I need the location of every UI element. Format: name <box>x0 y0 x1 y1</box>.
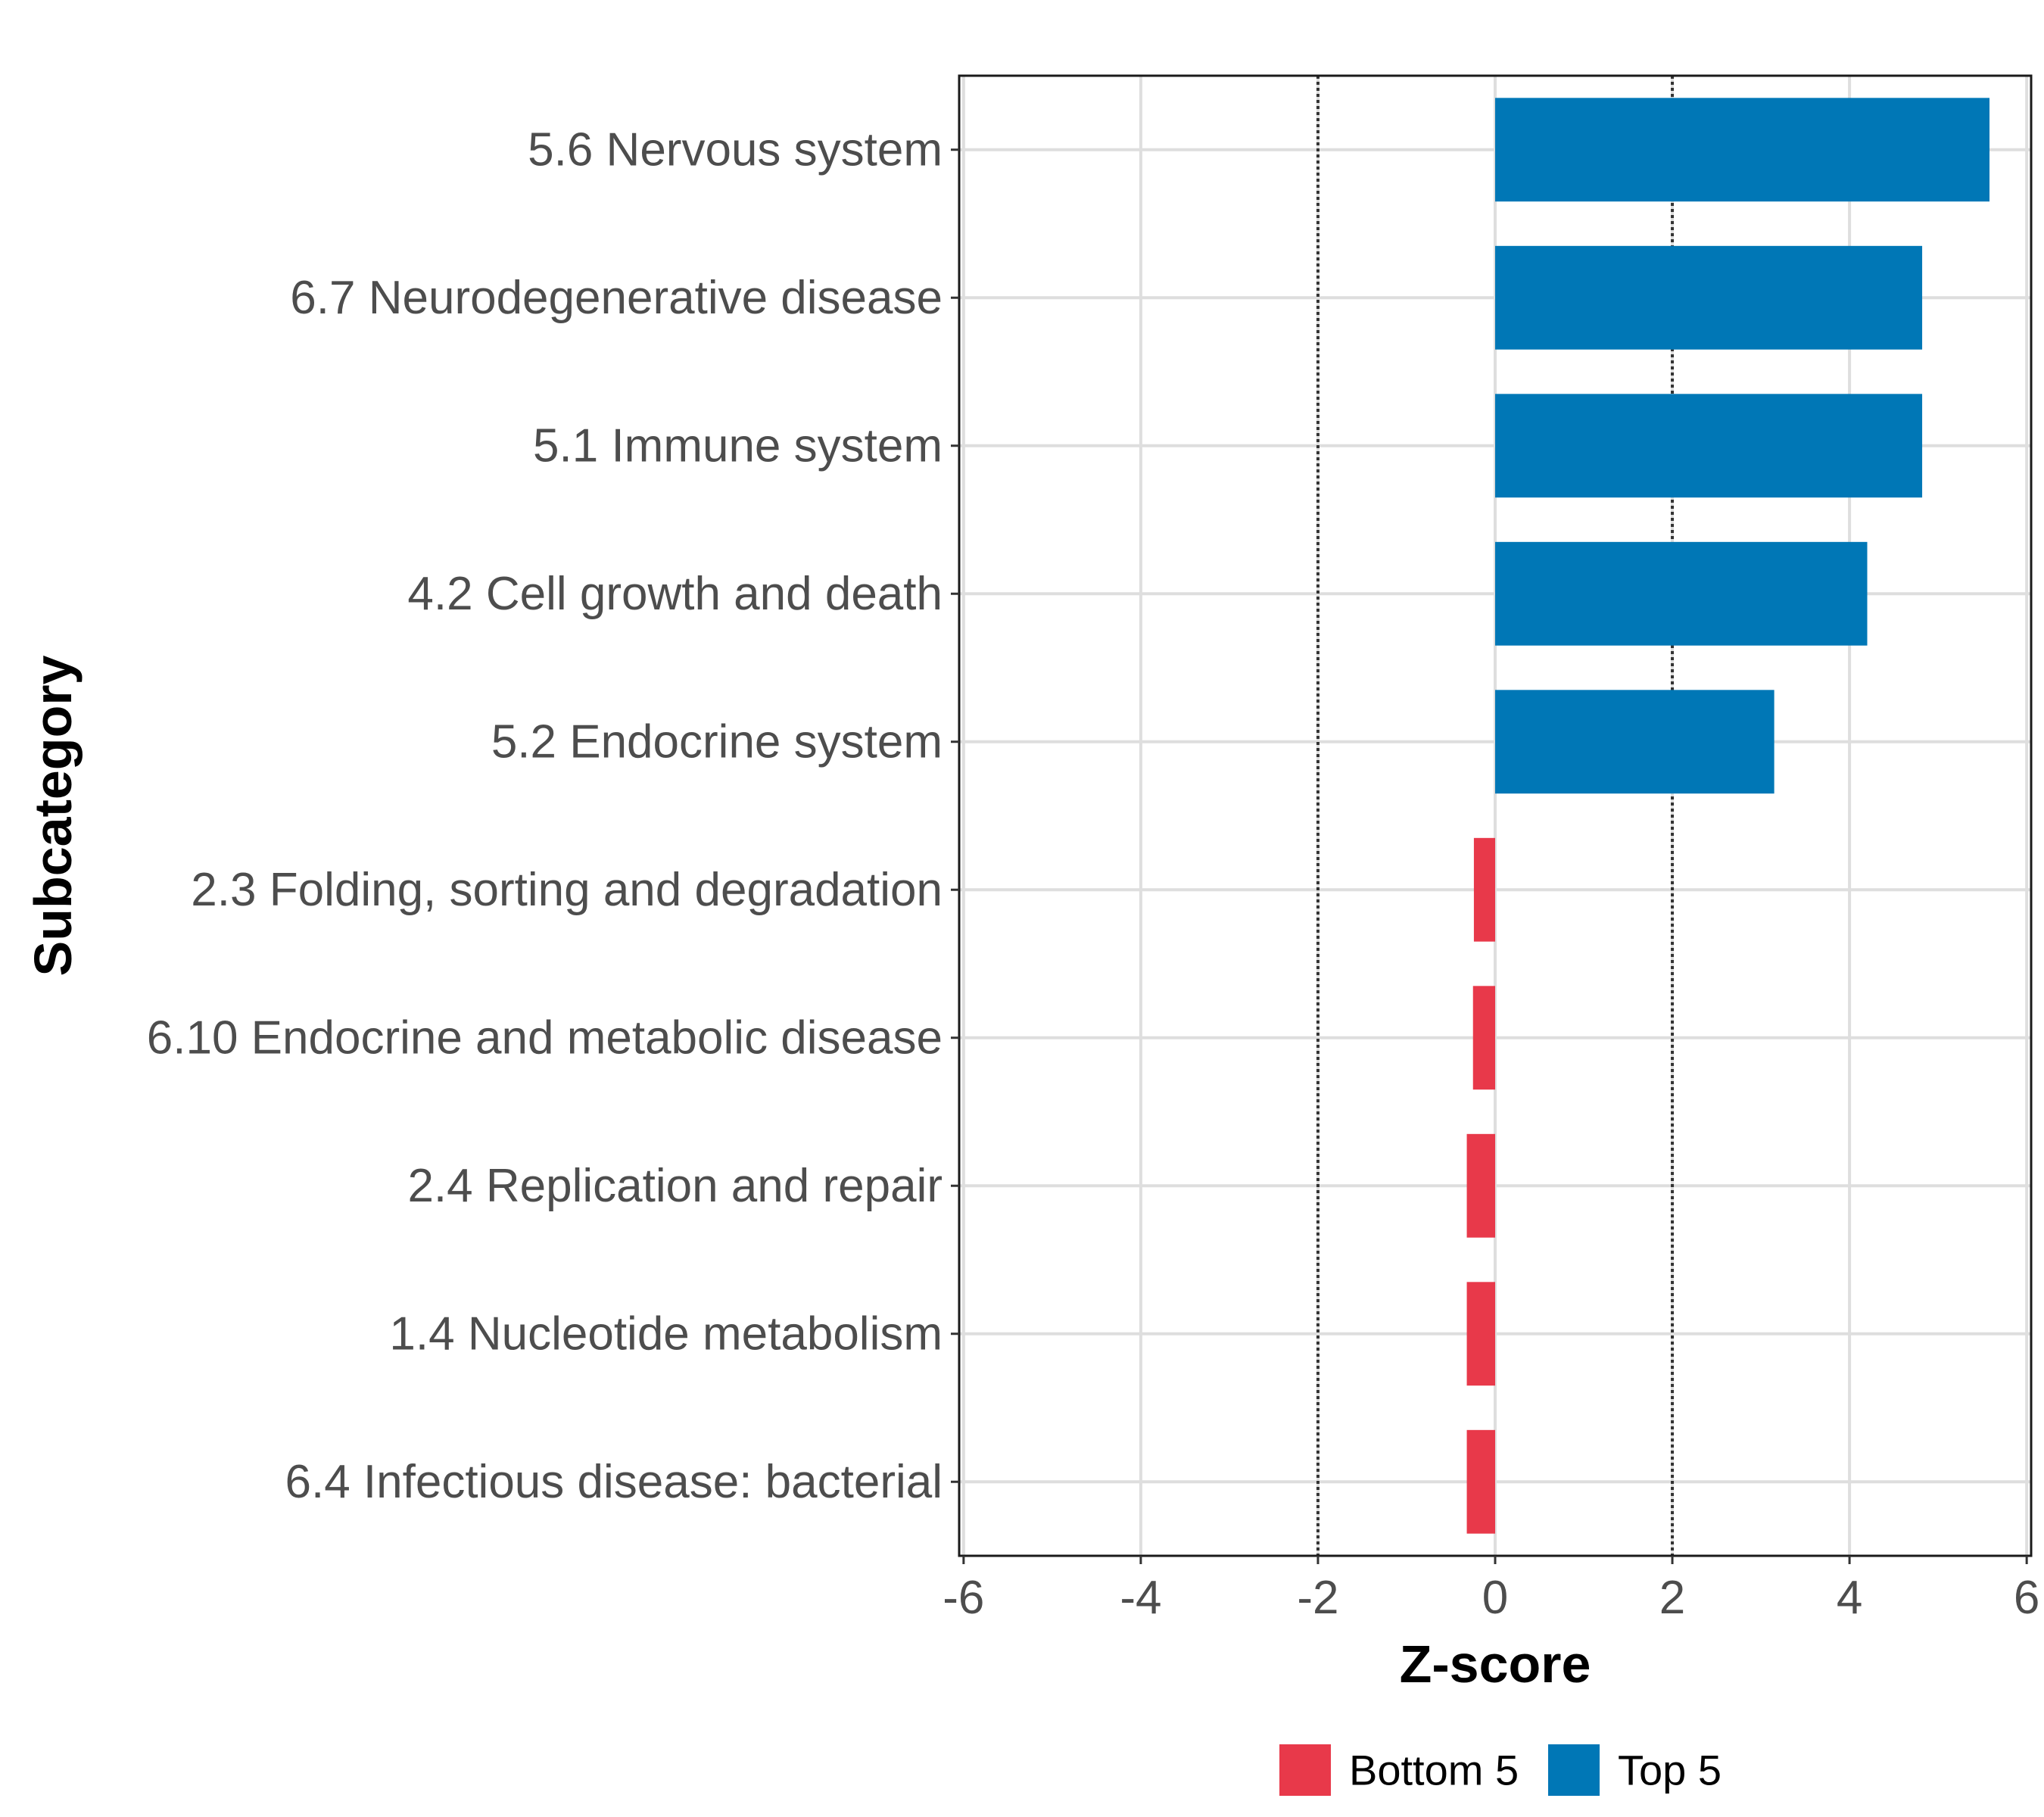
bar-1-4-nucleotide-metabolism <box>1466 1282 1495 1386</box>
x-tick-label: 4 <box>1837 1572 1862 1624</box>
legend-key-top-5 <box>1548 1744 1600 1796</box>
y-tick-label: 1.4 Nucleotide metabolism <box>389 1307 943 1360</box>
x-tick-label: -2 <box>1297 1572 1338 1624</box>
bars <box>1466 98 1989 1534</box>
bar-4-2-cell-growth-and-death <box>1495 541 1868 646</box>
bar-2-4-replication-and-repair <box>1466 1133 1495 1238</box>
y-axis-ticks: 5.6 Nervous system 6.7 Neurodegenerative … <box>147 123 959 1508</box>
y-tick-label: 2.3 Folding, sorting and degradation <box>191 864 943 916</box>
bar-5-2-endocrine-system <box>1495 690 1774 794</box>
y-tick-label: 5.6 Nervous system <box>528 123 943 176</box>
legend-key-bottom-5 <box>1279 1744 1331 1796</box>
y-tick-label: 5.1 Immune system <box>533 419 943 472</box>
x-tick-label: 6 <box>2014 1572 2039 1624</box>
x-axis-title: Z-score <box>1400 1635 1591 1694</box>
legend: Bottom 5 Top 5 <box>1279 1744 1722 1796</box>
y-tick-label: 2.4 Replication and repair <box>407 1160 943 1212</box>
bar-5-6-nervous-system <box>1495 98 1989 202</box>
bar-5-1-immune-system <box>1495 394 1923 498</box>
y-tick-label: 4.2 Cell growth and death <box>407 568 943 620</box>
x-tick-label: -6 <box>943 1572 984 1624</box>
reference-lines <box>1316 76 1675 1556</box>
y-tick-label: 5.2 Endocrine system <box>491 715 943 768</box>
x-tick-label: 0 <box>1482 1572 1508 1624</box>
bar-6-4-infectious-disease-bacterial <box>1466 1429 1495 1534</box>
x-tick-label: 2 <box>1659 1572 1685 1624</box>
bar-6-10-endocrine-and-metabolic-disease <box>1472 986 1495 1090</box>
y-axis-title: Subcategory <box>23 655 83 976</box>
legend-label-top-5: Top 5 <box>1618 1747 1722 1794</box>
bar-6-7-neurodegenerative-disease <box>1495 245 1923 350</box>
y-tick-label: 6.4 Infectious disease: bacterial <box>285 1456 943 1508</box>
x-axis-ticks: -6 -4 -2 0 2 4 6 <box>943 1556 2039 1624</box>
x-tick-label: -4 <box>1120 1572 1161 1624</box>
bar-2-3-folding-sorting-and-degradation <box>1473 837 1495 942</box>
y-tick-label: 6.10 Endocrine and metabolic disease <box>147 1011 943 1064</box>
y-tick-label: 6.7 Neurodegenerative disease <box>290 272 943 324</box>
legend-label-bottom-5: Bottom 5 <box>1349 1747 1519 1794</box>
